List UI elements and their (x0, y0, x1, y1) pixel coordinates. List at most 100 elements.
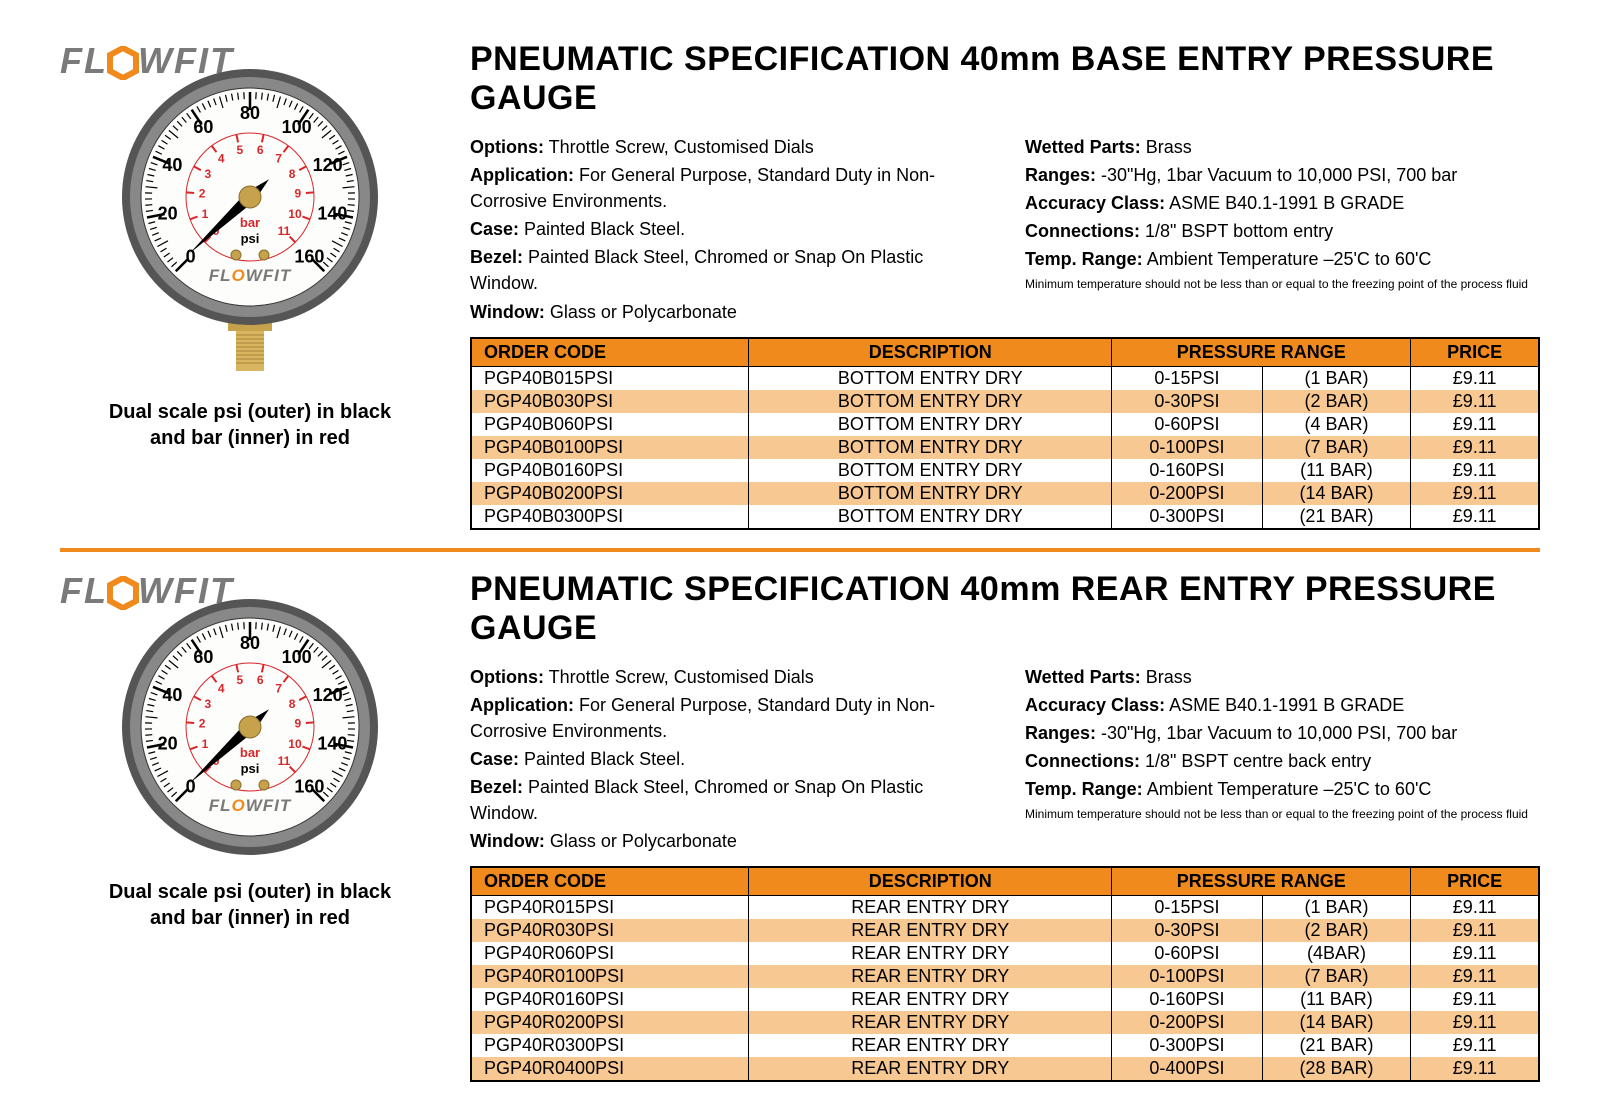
spec-key: Window: (470, 831, 545, 851)
spec-key: Case: (470, 749, 519, 769)
cell-bar: (11 BAR) (1262, 459, 1411, 482)
spec-line: Application: For General Purpose, Standa… (470, 162, 985, 214)
cell-bar: (7 BAR) (1262, 965, 1411, 988)
cell-price: £9.11 (1411, 1057, 1539, 1081)
product-section: FLWFIT 020406080100120140160 01234567891… (60, 570, 1540, 1083)
spec-key: Accuracy Class: (1025, 193, 1165, 213)
svg-text:140: 140 (317, 203, 347, 223)
spec-key: Temp. Range: (1025, 779, 1143, 799)
cell-description: REAR ENTRY DRY (749, 896, 1112, 920)
spec-value: Painted Black Steel. (519, 749, 685, 769)
svg-text:5: 5 (236, 143, 243, 157)
spec-key: Connections: (1025, 751, 1140, 771)
svg-text:psi: psi (241, 231, 260, 246)
svg-text:4: 4 (218, 152, 225, 166)
cell-price: £9.11 (1411, 482, 1539, 505)
svg-text:100: 100 (282, 117, 312, 137)
cell-price: £9.11 (1411, 1011, 1539, 1034)
spec-key: Application: (470, 165, 574, 185)
th-description: DESCRIPTION (749, 338, 1112, 367)
spec-key: Wetted Parts: (1025, 137, 1141, 157)
svg-text:120: 120 (313, 685, 343, 705)
cell-psi: 0-400PSI (1112, 1057, 1262, 1081)
svg-text:psi: psi (241, 761, 260, 776)
svg-text:80: 80 (240, 103, 260, 123)
svg-text:160: 160 (294, 776, 324, 796)
spec-key: Ranges: (1025, 723, 1096, 743)
svg-text:7: 7 (275, 681, 282, 695)
cell-price: £9.11 (1411, 896, 1539, 920)
table-row: PGP40B015PSI BOTTOM ENTRY DRY 0-15PSI (1… (471, 366, 1539, 390)
specs-left: Options: Throttle Screw, Customised Dial… (470, 664, 985, 857)
cell-order-code: PGP40R060PSI (471, 942, 749, 965)
svg-text:6: 6 (257, 143, 264, 157)
cell-order-code: PGP40R0200PSI (471, 1011, 749, 1034)
cell-order-code: PGP40R0400PSI (471, 1057, 749, 1081)
cell-psi: 0-160PSI (1112, 988, 1262, 1011)
svg-text:8: 8 (289, 167, 296, 181)
gauge-caption: Dual scale psi (outer) in blackand bar (… (60, 399, 440, 451)
th-price: PRICE (1411, 338, 1539, 367)
cell-order-code: PGP40R015PSI (471, 896, 749, 920)
pricing-table: ORDER CODE DESCRIPTION PRESSURE RANGE PR… (470, 337, 1540, 530)
cell-psi: 0-200PSI (1112, 1011, 1262, 1034)
cell-bar: (1 BAR) (1262, 896, 1411, 920)
cell-price: £9.11 (1411, 459, 1539, 482)
specs-left: Options: Throttle Screw, Customised Dial… (470, 134, 985, 327)
gauge-illustration: 020406080100120140160 01234567891011 bar… (115, 592, 385, 862)
spec-line: Options: Throttle Screw, Customised Dial… (470, 664, 985, 690)
table-row: PGP40R015PSI REAR ENTRY DRY 0-15PSI (1 B… (471, 896, 1539, 920)
table-row: PGP40R0300PSI REAR ENTRY DRY 0-300PSI (2… (471, 1034, 1539, 1057)
svg-text:3: 3 (205, 167, 212, 181)
table-row: PGP40B0200PSI BOTTOM ENTRY DRY 0-200PSI … (471, 482, 1539, 505)
spec-key: Options: (470, 667, 544, 687)
cell-description: BOTTOM ENTRY DRY (749, 459, 1112, 482)
cell-description: BOTTOM ENTRY DRY (749, 482, 1112, 505)
cell-order-code: PGP40R030PSI (471, 919, 749, 942)
cell-psi: 0-100PSI (1112, 965, 1262, 988)
table-row: PGP40B0100PSI BOTTOM ENTRY DRY 0-100PSI … (471, 436, 1539, 459)
table-row: PGP40R0100PSI REAR ENTRY DRY 0-100PSI (7… (471, 965, 1539, 988)
svg-text:1: 1 (202, 207, 209, 221)
section-title: PNEUMATIC SPECIFICATION 40mm REAR ENTRY … (470, 570, 1540, 648)
cell-price: £9.11 (1411, 505, 1539, 529)
spec-line: Options: Throttle Screw, Customised Dial… (470, 134, 985, 160)
svg-text:4: 4 (218, 681, 225, 695)
spec-key: Application: (470, 695, 574, 715)
cell-bar: (4 BAR) (1262, 413, 1411, 436)
cell-order-code: PGP40B015PSI (471, 366, 749, 390)
cell-description: REAR ENTRY DRY (749, 942, 1112, 965)
spec-line: Temp. Range: Ambient Temperature –25'C t… (1025, 246, 1540, 272)
cell-description: REAR ENTRY DRY (749, 919, 1112, 942)
th-pressure-range: PRESSURE RANGE (1112, 338, 1411, 367)
spec-value: Throttle Screw, Customised Dials (544, 667, 814, 687)
gauge-caption: Dual scale psi (outer) in blackand bar (… (60, 879, 440, 931)
table-row: PGP40R0200PSI REAR ENTRY DRY 0-200PSI (1… (471, 1011, 1539, 1034)
cell-psi: 0-60PSI (1112, 942, 1262, 965)
spec-value: Throttle Screw, Customised Dials (544, 137, 814, 157)
cell-bar: (21 BAR) (1262, 505, 1411, 529)
svg-text:5: 5 (236, 673, 243, 687)
cell-description: REAR ENTRY DRY (749, 1057, 1112, 1081)
cell-bar: (14 BAR) (1262, 482, 1411, 505)
spec-key: Bezel: (470, 777, 523, 797)
cell-bar: (14 BAR) (1262, 1011, 1411, 1034)
spec-value: Brass (1141, 667, 1192, 687)
svg-text:11: 11 (278, 224, 291, 238)
cell-description: BOTTOM ENTRY DRY (749, 366, 1112, 390)
svg-text:2: 2 (199, 187, 206, 201)
cell-bar: (7 BAR) (1262, 436, 1411, 459)
spec-key: Window: (470, 302, 545, 322)
th-price: PRICE (1411, 867, 1539, 896)
cell-bar: (4BAR) (1262, 942, 1411, 965)
cell-description: BOTTOM ENTRY DRY (749, 505, 1112, 529)
spec-value: Glass or Polycarbonate (545, 302, 737, 322)
table-row: PGP40R030PSI REAR ENTRY DRY 0-30PSI (2 B… (471, 919, 1539, 942)
svg-text:8: 8 (289, 697, 296, 711)
table-row: PGP40R060PSI REAR ENTRY DRY 0-60PSI (4BA… (471, 942, 1539, 965)
spec-key: Bezel: (470, 247, 523, 267)
cell-description: REAR ENTRY DRY (749, 1011, 1112, 1034)
cell-order-code: PGP40B0160PSI (471, 459, 749, 482)
specs-right: Wetted Parts: BrassRanges: -30"Hg, 1bar … (1025, 134, 1540, 327)
section-divider (60, 548, 1540, 552)
